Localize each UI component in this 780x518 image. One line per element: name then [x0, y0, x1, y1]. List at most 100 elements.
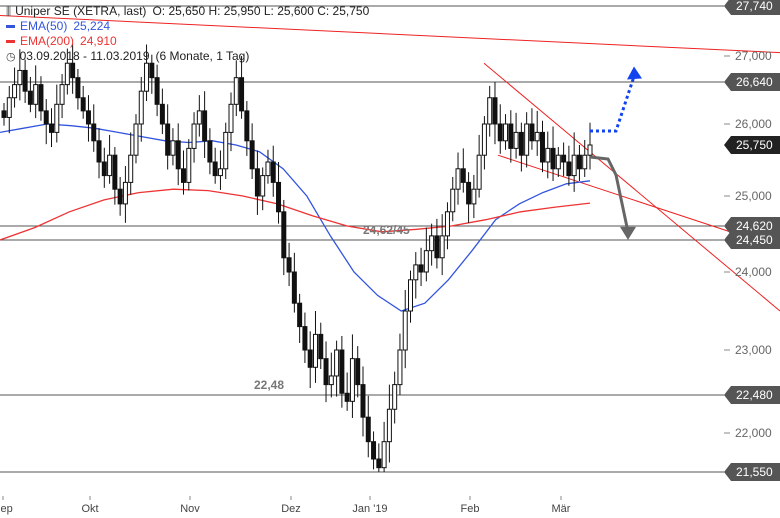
candle [487, 85, 493, 137]
candle-body [249, 140, 255, 170]
candle [571, 132, 577, 192]
candle [38, 76, 44, 121]
candle [17, 49, 23, 101]
y-tick-label: 24,000 [735, 265, 772, 279]
bullish-forecast-line [590, 75, 636, 133]
candle [566, 145, 572, 186]
candle [492, 82, 498, 145]
candle [339, 335, 345, 408]
candle [439, 214, 445, 276]
x-tick-label: Nov [180, 503, 200, 515]
candle-body [17, 69, 23, 86]
level-tag: 24,450 [724, 231, 780, 249]
candle [297, 293, 303, 343]
legend-ema50: EMA(50) 25,224 [6, 19, 369, 34]
x-tick-label: Jan '19 [352, 503, 387, 515]
candlesticks [1, 44, 593, 472]
candle-body [228, 103, 234, 133]
level-tag-label: 27,740 [736, 0, 773, 13]
candle-body [276, 181, 282, 213]
candle-body [49, 123, 55, 133]
candle [355, 346, 361, 398]
candle-body [207, 140, 213, 163]
candle [466, 172, 472, 223]
candle-body [138, 90, 144, 125]
candle [196, 95, 202, 137]
candle-body [497, 123, 503, 142]
candle-body [43, 110, 49, 125]
candle-body [212, 161, 218, 177]
candles-icon: ⫼ [6, 5, 12, 18]
level-tag-label: 24,620 [736, 219, 773, 233]
candle [550, 126, 556, 182]
candle-body [355, 358, 361, 386]
candle-body [291, 271, 297, 304]
candle [223, 122, 229, 179]
candle [360, 366, 366, 437]
falling-resistance-line [483, 62, 780, 312]
candle-body [217, 168, 223, 177]
level-tag: 24,620 [724, 217, 780, 235]
candle [101, 147, 107, 188]
period-interval: (6 Monate, 1 Tag) [155, 49, 250, 63]
candle [239, 56, 245, 119]
candle [434, 218, 440, 269]
candle [291, 252, 297, 313]
candle-body [186, 147, 192, 183]
annotation-support-zone: 24,62/45 [363, 223, 410, 237]
candle-body [349, 358, 355, 402]
ema50-value: 25,224 [73, 19, 111, 33]
candle-body [1, 110, 7, 118]
y-tick-label: 27,000 [735, 49, 772, 63]
candle-body [334, 349, 340, 377]
candle-body [439, 235, 445, 259]
candle [534, 110, 540, 156]
candle [249, 123, 255, 179]
last-price-tag: 25,750 [724, 136, 780, 154]
candle [149, 54, 155, 94]
candle-body [59, 84, 65, 105]
candle [64, 48, 70, 95]
ema50-swatch [6, 25, 15, 28]
instrument-name: Uniper SE (XETRA, last) [15, 4, 147, 18]
candle-body [365, 416, 371, 443]
ema200-swatch [6, 40, 15, 43]
candle [75, 69, 81, 110]
candle [144, 44, 150, 102]
candle [59, 74, 65, 119]
candle [117, 176, 123, 216]
candle [1, 103, 7, 126]
period-range: 03.09.2018 - 11.03.2019 [19, 49, 150, 63]
level-tag-shape [724, 217, 780, 235]
x-tick-label: Sep [0, 503, 13, 515]
candle-body [85, 110, 91, 125]
candle [6, 85, 12, 134]
legend-period: ◷ 03.09.2018 - 11.03.2019 (6 Monate, 1 T… [6, 49, 369, 64]
candle-body [429, 235, 435, 252]
candle-body [175, 140, 181, 170]
candle [22, 59, 28, 103]
candle [503, 114, 509, 150]
candle-body [471, 188, 477, 205]
candle [180, 150, 186, 195]
moving-averages [0, 123, 591, 312]
candle [524, 112, 530, 168]
candle-body [450, 188, 456, 213]
candle [54, 84, 60, 143]
candle [191, 112, 197, 163]
level-tag-shape [724, 386, 780, 404]
candle [128, 132, 134, 195]
candle [107, 134, 113, 184]
candle-body [392, 384, 398, 410]
candle-body [6, 97, 12, 118]
candle-body [418, 264, 424, 273]
candle [165, 104, 171, 170]
candle [254, 150, 260, 215]
candle-body [402, 310, 408, 351]
candle [555, 147, 561, 177]
candle [159, 88, 165, 135]
candle-body [122, 181, 128, 205]
candle [276, 162, 282, 224]
candle [344, 372, 350, 411]
candle [233, 60, 239, 117]
